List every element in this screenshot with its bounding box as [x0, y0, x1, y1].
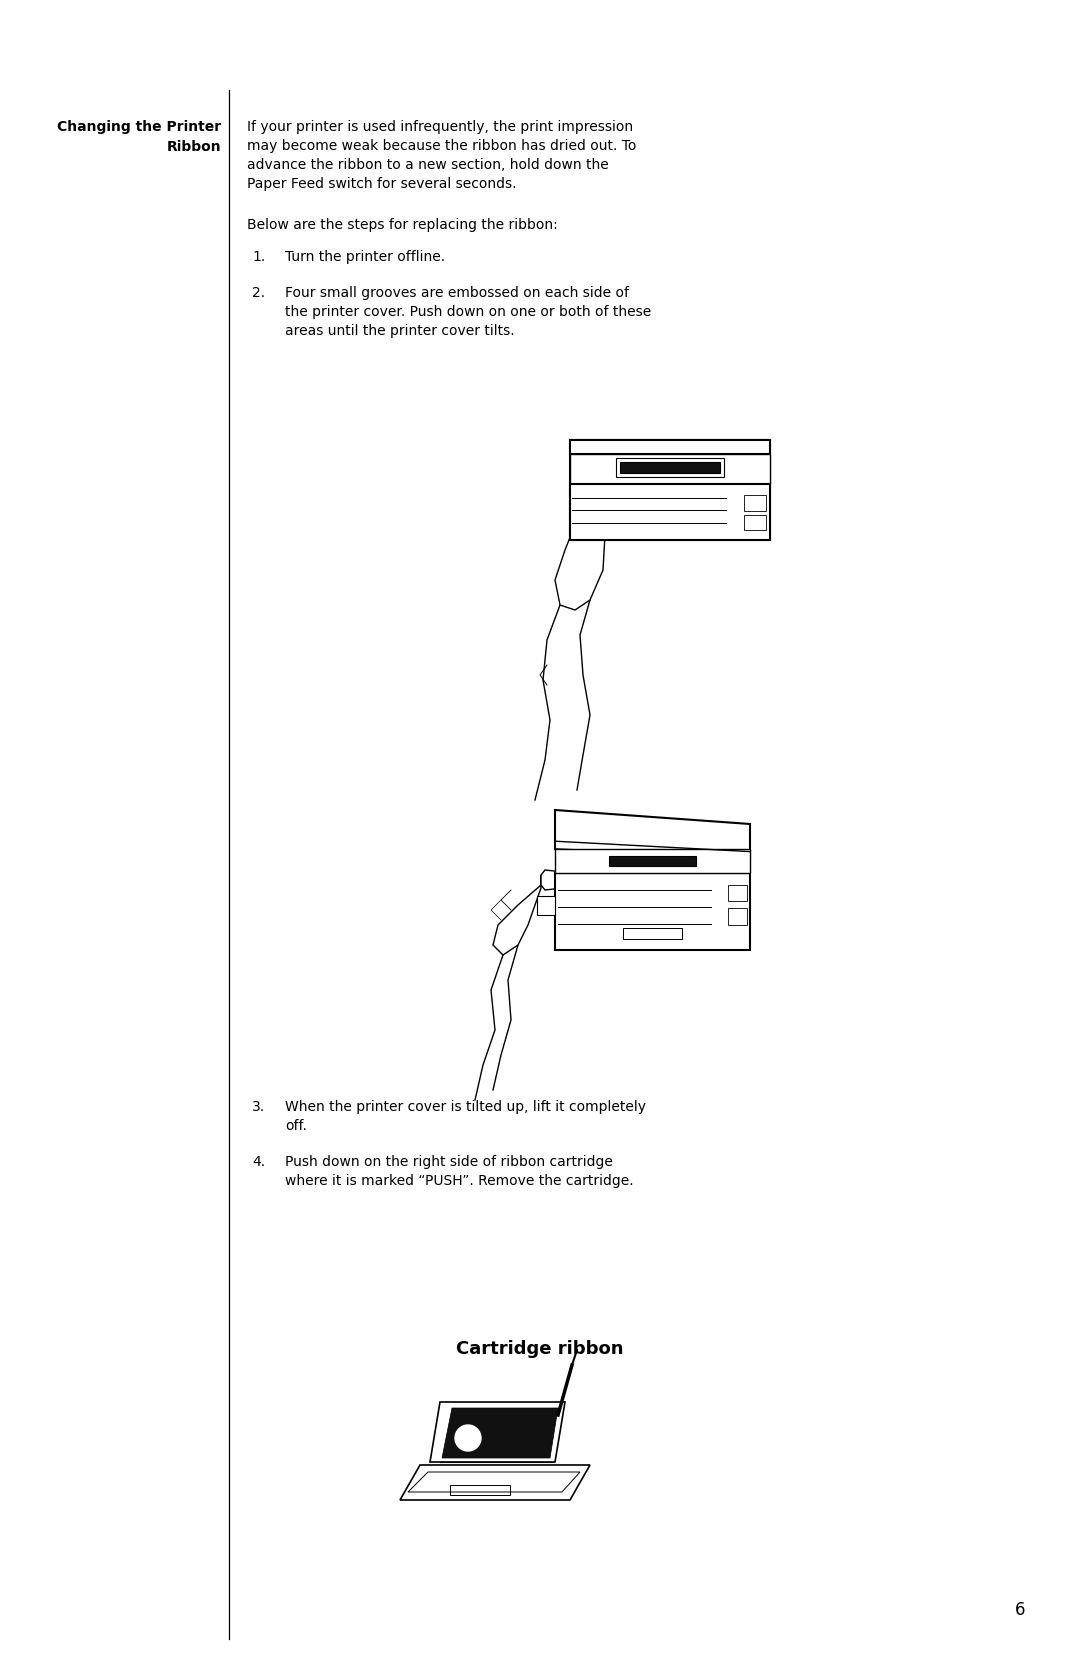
Bar [609, 856, 697, 866]
Text: 1.: 1. [252, 250, 266, 264]
Text: Push down on the right side of ribbon cartridge: Push down on the right side of ribbon ca… [285, 1155, 612, 1168]
Bar [728, 908, 747, 925]
Bar [537, 896, 555, 915]
Polygon shape [541, 870, 571, 890]
Bar [744, 514, 766, 531]
Bar [620, 462, 720, 472]
Text: When the printer cover is tilted up, lift it completely: When the printer cover is tilted up, lif… [285, 1100, 646, 1113]
Text: Below are the steps for replacing the ribbon:: Below are the steps for replacing the ri… [247, 219, 557, 232]
Text: advance the ribbon to a new section, hold down the: advance the ribbon to a new section, hol… [247, 159, 609, 172]
Polygon shape [555, 506, 605, 609]
Text: 2.: 2. [252, 285, 265, 300]
Text: Paper Feed switch for several seconds.: Paper Feed switch for several seconds. [247, 177, 516, 190]
Polygon shape [430, 1402, 565, 1462]
Text: Changing the Printer: Changing the Printer [57, 120, 221, 134]
Polygon shape [575, 482, 593, 512]
Text: 3.: 3. [252, 1100, 265, 1113]
Text: Four small grooves are embossed on each side of: Four small grooves are embossed on each … [285, 285, 629, 300]
Text: may become weak because the ribbon has dried out. To: may become weak because the ribbon has d… [247, 139, 636, 154]
Text: areas until the printer cover tilts.: areas until the printer cover tilts. [285, 324, 515, 339]
Text: off.: off. [285, 1118, 307, 1133]
Polygon shape [442, 1409, 558, 1459]
Bar [555, 850, 750, 873]
Text: the printer cover. Push down on one or both of these: the printer cover. Push down on one or b… [285, 305, 651, 319]
Text: where it is marked “PUSH”. Remove the cartridge.: where it is marked “PUSH”. Remove the ca… [285, 1173, 634, 1188]
Text: Turn the printer offline.: Turn the printer offline. [285, 250, 445, 264]
Text: 6: 6 [1014, 1601, 1025, 1619]
Polygon shape [400, 1465, 590, 1500]
Bar [623, 928, 681, 940]
Text: Ribbon: Ribbon [166, 140, 221, 154]
Bar [570, 454, 770, 484]
Text: If your printer is used infrequently, the print impression: If your printer is used infrequently, th… [247, 120, 633, 134]
Polygon shape [555, 809, 750, 858]
Bar [555, 873, 750, 950]
Circle shape [455, 1425, 481, 1450]
Bar [570, 441, 770, 454]
Bar [744, 496, 766, 511]
Text: 4.: 4. [252, 1155, 265, 1168]
Text: Cartridge ribbon: Cartridge ribbon [456, 1340, 624, 1359]
Bar [728, 885, 747, 901]
Bar [616, 457, 724, 477]
Polygon shape [492, 875, 541, 955]
Bar [570, 441, 770, 541]
Bar [570, 484, 770, 541]
